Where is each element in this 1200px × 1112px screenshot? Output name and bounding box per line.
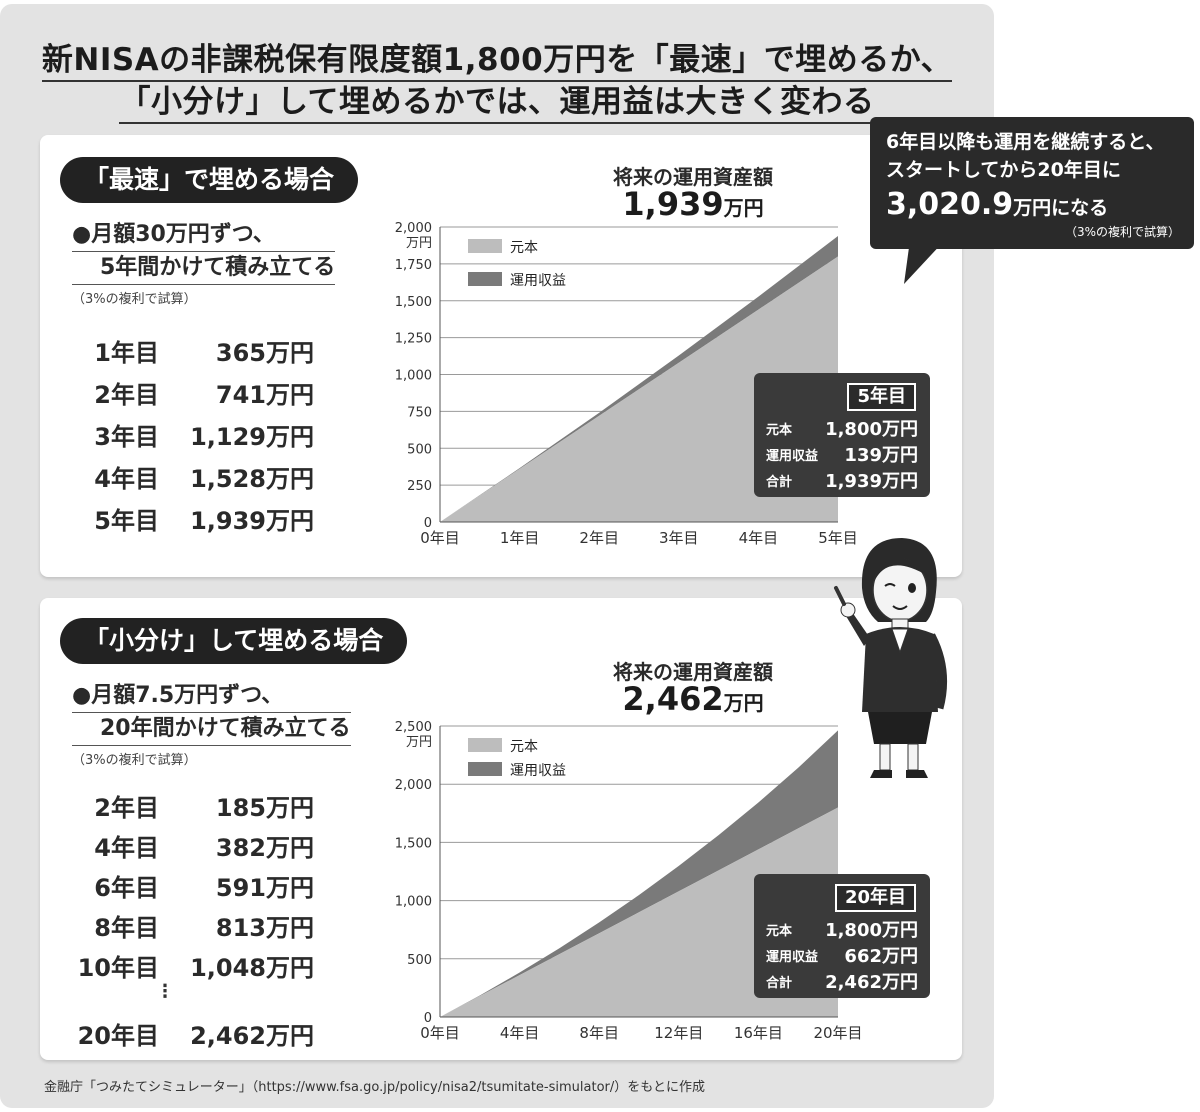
- info-key: 合計: [766, 976, 793, 991]
- info-box-fastest: 5年目 元本 1,800万円 運用収益 139万円 合計 1,939万円: [754, 373, 930, 497]
- year-row: 2年目 741万円: [94, 381, 314, 409]
- x-tick-label: 0年目: [420, 529, 460, 547]
- x-tick-label: 8年目: [579, 1024, 619, 1042]
- y-tick-label: 250: [407, 479, 432, 494]
- callout-note: （3%の複利で試算）: [1064, 225, 1180, 239]
- info-value: 1,939万円: [825, 471, 918, 492]
- year-row: 4年目 1,528万円: [94, 465, 314, 493]
- info-key: 合計: [766, 475, 793, 490]
- panel-split-plan: ●月額7.5万円ずつ、 20年間かけて積み立てる: [72, 680, 351, 746]
- legend-swatch: [468, 272, 502, 286]
- callout-line1: 6年目以降も運用を継続すると、: [886, 131, 1165, 153]
- info-value: 139万円: [844, 445, 918, 466]
- panel-fastest-note: （3%の複利で試算）: [72, 292, 197, 307]
- legend-label: 元本: [510, 240, 538, 256]
- year-row: 4年目 382万円: [94, 834, 314, 862]
- y-tick-label: 500: [407, 953, 432, 968]
- y-tick-label: 1,500: [395, 836, 432, 851]
- y-tick-label: 0: [424, 1011, 432, 1026]
- source-note: 金融庁「つみたてシミュレーター」（https://www.fsa.go.jp/p…: [44, 1080, 705, 1095]
- area-principal: [440, 807, 838, 1017]
- panel-fastest-future-value: 1,939万円: [622, 185, 764, 223]
- x-tick-label: 20年目: [813, 1024, 862, 1042]
- y-unit-label: 万円: [406, 735, 432, 750]
- info-key: 運用収益: [766, 449, 819, 464]
- info-key: 運用収益: [766, 950, 819, 965]
- callout-bubble: 6年目以降も運用を継続すると、 スタートしてから20年目に 3,020.9万円に…: [870, 117, 1194, 249]
- callout-amount: 3,020.9万円になる: [886, 187, 1109, 222]
- legend-swatch: [468, 762, 502, 776]
- y-tick-label: 1,000: [395, 369, 432, 384]
- y-tick-label: 0: [424, 516, 432, 531]
- headline-line2: 「小分け」して埋めるかでは、運用益は大きく変わる: [0, 76, 994, 124]
- panel-split-future-value: 2,462万円: [622, 680, 764, 718]
- callout-tail: [904, 240, 945, 284]
- panel-split-note: （3%の複利で試算）: [72, 753, 197, 768]
- info-value: 1,800万円: [825, 419, 918, 440]
- info-box-header: 20年目: [834, 884, 916, 912]
- x-tick-label: 12年目: [654, 1024, 703, 1042]
- businesswoman-illustration: [834, 538, 948, 778]
- callout-line2: スタートしてから20年目に: [886, 159, 1121, 181]
- year-row: 20年目 2,462万円: [77, 1022, 314, 1050]
- panel-fastest-plan: ●月額30万円ずつ、 5年間かけて積み立てる: [72, 219, 336, 285]
- area-principal: [440, 256, 838, 522]
- year-row: 8年目 813万円: [94, 914, 314, 942]
- x-tick-label: 1年目: [500, 529, 540, 547]
- x-tick-label: 4年目: [500, 1024, 540, 1042]
- year-row: 5年目 1,939万円: [94, 507, 314, 535]
- y-tick-label: 500: [407, 442, 432, 457]
- panel-fastest-title: 「最速」で埋める場合: [60, 157, 359, 203]
- legend-swatch: [468, 738, 502, 752]
- info-value: 662万円: [844, 946, 918, 967]
- panel-fastest: 「最速」で埋める場合 ●月額30万円ずつ、 5年間かけて積み立てる （3%の複利…: [40, 135, 962, 577]
- panel-split-future-label: 将来の運用資産額: [613, 660, 773, 684]
- panel-fastest-future-label: 将来の運用資産額: [613, 165, 773, 189]
- y-tick-label: 750: [407, 405, 432, 420]
- y-tick-label: 1,000: [395, 895, 432, 910]
- year-row: 10年目 1,048万円: [77, 954, 314, 982]
- panel-split-title: 「小分け」して埋める場合: [60, 618, 408, 664]
- y-tick-label: 1,500: [395, 295, 432, 310]
- year-row: 1年目 365万円: [94, 339, 314, 367]
- info-value: 2,462万円: [825, 972, 918, 993]
- info-value: 1,800万円: [825, 920, 918, 941]
- y-tick-label: 2,000: [395, 778, 432, 793]
- info-key: 元本: [766, 423, 793, 438]
- legend-label: 運用収益: [510, 763, 566, 779]
- x-tick-label: 2年目: [579, 529, 619, 547]
- year-row: 6年目 591万円: [94, 874, 314, 902]
- info-box-split: 20年目 元本 1,800万円 運用収益 662万円 合計 2,462万円: [754, 874, 930, 998]
- panel-split: 「小分け」して埋める場合 ●月額7.5万円ずつ、 20年間かけて積み立てる （3…: [40, 598, 962, 1060]
- year-row: 2年目 185万円: [94, 794, 314, 822]
- y-tick-label: 1,750: [395, 258, 432, 273]
- y-unit-label: 万円: [406, 236, 432, 251]
- y-tick-label: 1,250: [395, 332, 432, 347]
- x-tick-label: 3年目: [659, 529, 699, 547]
- y-tick-label: 2,500: [395, 720, 432, 735]
- legend-label: 運用収益: [510, 273, 566, 289]
- y-tick-label: 2,000: [395, 221, 432, 236]
- legend-swatch: [468, 239, 502, 253]
- year-row: 3年目 1,129万円: [94, 423, 314, 451]
- info-box-header: 5年目: [847, 383, 916, 411]
- x-tick-label: 4年目: [739, 529, 779, 547]
- info-key: 元本: [766, 924, 793, 939]
- x-tick-label: 0年目: [420, 1024, 460, 1042]
- headline-line1: 新NISAの非課税保有限度額1,800万円を「最速」で埋めるか、: [0, 34, 994, 82]
- x-tick-label: 16年目: [734, 1024, 783, 1042]
- legend-label: 元本: [510, 739, 538, 755]
- x-tick-label: 5年目: [818, 529, 858, 547]
